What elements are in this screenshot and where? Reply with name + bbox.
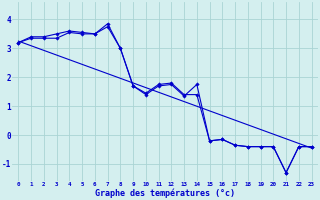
X-axis label: Graphe des températures (°c): Graphe des températures (°c)	[95, 188, 235, 198]
